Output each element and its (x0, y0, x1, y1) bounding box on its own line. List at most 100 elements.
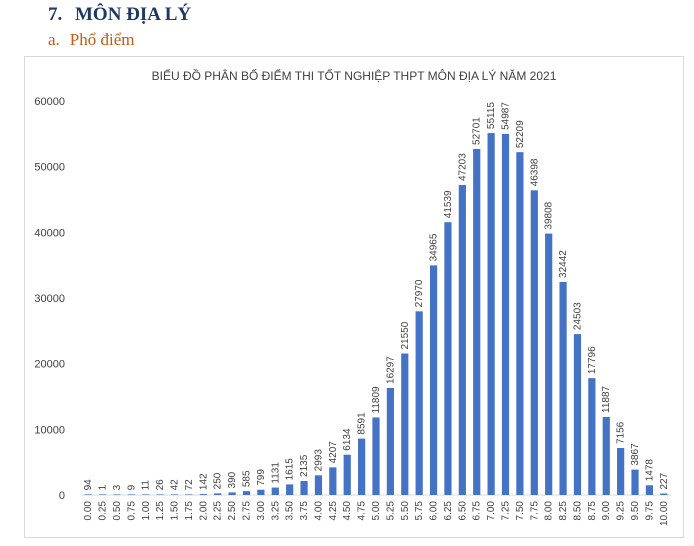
x-tick-label: 9.50 (630, 501, 641, 521)
chart-container: BIỂU ĐỒ PHÂN BỐ ĐIỂM THI TỐT NGHIỆP THPT… (24, 56, 684, 538)
bar (84, 494, 92, 495)
section-number: 7. (48, 4, 63, 25)
x-tick-label: 7.50 (515, 501, 526, 521)
bar (329, 467, 337, 495)
bar (617, 448, 625, 495)
bar (602, 416, 610, 495)
bar (214, 493, 222, 495)
data-label: 7156 (616, 421, 627, 444)
data-label: 2993 (313, 449, 324, 472)
bar (645, 485, 654, 495)
y-tick-label: 60000 (34, 96, 65, 108)
x-tick-label: 5.50 (400, 501, 411, 521)
bar (545, 233, 553, 496)
section-title: MÔN ĐỊA LÝ (75, 4, 192, 25)
x-tick-label: 5.00 (371, 501, 382, 521)
bar (660, 493, 668, 495)
data-label: 6134 (342, 428, 353, 451)
data-label: 227 (659, 472, 670, 489)
x-tick-label: 2.50 (227, 501, 238, 521)
bar (286, 484, 294, 495)
bar (401, 353, 409, 495)
data-label: 46398 (529, 158, 540, 186)
data-label: 32442 (558, 250, 569, 278)
bar (530, 190, 538, 495)
x-tick-label: 0.00 (83, 501, 94, 521)
y-tick-label: 50000 (34, 162, 65, 174)
data-label: 52701 (472, 117, 483, 145)
data-label: 21550 (400, 321, 411, 349)
data-label: 250 (213, 472, 224, 489)
bar (185, 494, 193, 495)
data-label: 41539 (443, 190, 454, 218)
bar (516, 152, 524, 495)
data-label: 72 (184, 479, 195, 491)
x-tick-label: 1.25 (155, 501, 166, 521)
data-label: 54987 (501, 102, 512, 130)
x-tick-label: 1.00 (141, 501, 152, 521)
bar (429, 265, 438, 495)
x-tick-label: 0.75 (126, 501, 137, 521)
bar (573, 334, 582, 495)
data-label: 390 (227, 471, 238, 488)
x-tick-label: 5.75 (414, 501, 425, 521)
data-label: 799 (256, 469, 267, 486)
data-label: 24503 (572, 302, 583, 330)
data-label: 1615 (285, 458, 296, 481)
y-tick-label: 20000 (34, 359, 65, 371)
x-tick-label: 1.75 (184, 501, 195, 521)
x-tick-label: 6.50 (457, 501, 468, 521)
data-label: 34965 (429, 233, 440, 261)
x-tick-label: 5.25 (385, 501, 396, 521)
x-tick-label: 2.25 (213, 501, 224, 521)
x-tick-label: 10.00 (659, 501, 670, 526)
bar (127, 494, 135, 495)
data-label: 4207 (328, 441, 339, 464)
subsection-number: a. (48, 30, 60, 49)
x-tick-label: 7.75 (529, 501, 540, 521)
bar (358, 438, 366, 495)
bar (501, 133, 510, 495)
x-tick-label: 4.25 (328, 501, 339, 521)
data-label: 585 (241, 470, 252, 487)
data-label: 16297 (385, 356, 396, 384)
section-heading: 7. MÔN ĐỊA LÝ (48, 4, 191, 26)
bar (458, 185, 466, 495)
bar (242, 491, 251, 495)
x-tick-label: 4.50 (342, 501, 353, 521)
x-tick-label: 3.75 (299, 501, 310, 521)
bar (300, 480, 308, 495)
data-label: 142 (198, 473, 209, 490)
bar (415, 311, 423, 495)
x-tick-label: 2.00 (198, 501, 209, 521)
data-label: 42 (170, 479, 181, 491)
x-tick-label: 8.25 (558, 501, 569, 521)
x-tick-label: 3.50 (285, 501, 296, 521)
bar (199, 494, 207, 495)
x-tick-label: 8.75 (587, 501, 598, 521)
data-label: 3 (112, 484, 123, 490)
bar (372, 417, 380, 495)
bar (473, 148, 481, 495)
bar (386, 387, 394, 495)
x-tick-label: 6.25 (443, 501, 454, 521)
bar (156, 494, 164, 495)
y-tick-label: 30000 (34, 293, 65, 305)
data-label: 1131 (270, 462, 281, 484)
data-label: 55115 (486, 102, 497, 130)
data-label: 3867 (630, 443, 641, 466)
bar-chart: 0100002000030000400005000060000940.0010.… (34, 96, 671, 526)
data-label: 17796 (587, 346, 598, 374)
bar (444, 222, 452, 495)
subsection-heading: a. Phổ điểm (48, 30, 135, 50)
data-label: 94 (83, 479, 94, 491)
data-label: 26 (155, 479, 166, 491)
data-label: 1 (98, 484, 109, 490)
y-tick-label: 40000 (34, 227, 65, 239)
x-tick-label: 9.75 (644, 501, 655, 521)
bar (631, 469, 639, 495)
y-tick-label: 0 (59, 490, 65, 502)
x-tick-label: 0.50 (112, 501, 123, 521)
bar (314, 475, 323, 495)
data-label: 27970 (414, 279, 425, 307)
